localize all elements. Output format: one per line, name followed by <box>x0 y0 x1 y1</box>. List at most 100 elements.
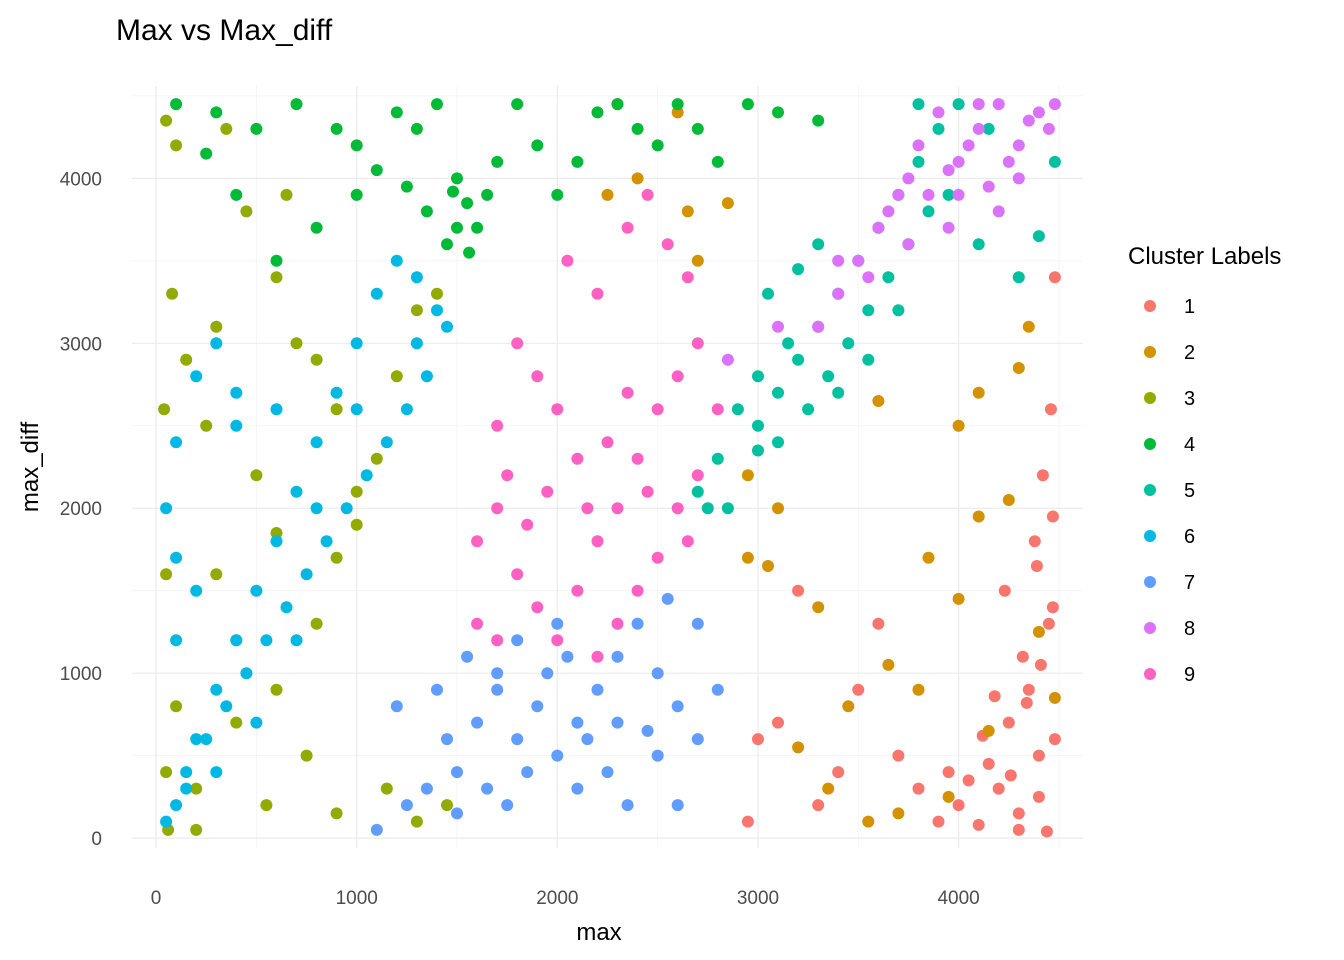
data-point-cluster-9 <box>581 502 594 515</box>
data-point-cluster-7 <box>491 667 504 680</box>
data-point-cluster-5 <box>1032 230 1045 243</box>
data-point-cluster-9 <box>521 518 534 531</box>
data-point-cluster-1 <box>1048 271 1061 284</box>
data-point-cluster-4 <box>310 221 323 234</box>
x-tick-label: 4000 <box>937 888 979 909</box>
data-point-cluster-5 <box>882 271 895 284</box>
data-point-cluster-7 <box>541 667 554 680</box>
legend-key-7 <box>1144 576 1156 588</box>
data-point-cluster-2 <box>691 254 704 267</box>
data-point-cluster-2 <box>862 815 875 828</box>
data-point-cluster-3 <box>230 716 243 729</box>
data-point-cluster-9 <box>471 535 484 548</box>
data-point-cluster-6 <box>280 601 293 614</box>
data-point-cluster-6 <box>330 386 343 399</box>
data-point-cluster-7 <box>451 766 463 779</box>
data-point-cluster-5 <box>731 403 744 416</box>
data-point-cluster-6 <box>230 419 243 432</box>
data-point-cluster-5 <box>912 155 925 168</box>
data-point-cluster-6 <box>350 403 363 416</box>
data-point-cluster-6 <box>410 271 423 284</box>
data-point-cluster-8 <box>721 353 734 366</box>
data-point-cluster-4 <box>390 106 403 119</box>
data-point-cluster-4 <box>210 106 223 119</box>
data-point-cluster-6 <box>210 337 223 350</box>
data-point-cluster-8 <box>962 139 975 152</box>
data-point-cluster-1 <box>1044 403 1057 416</box>
data-point-cluster-5 <box>691 485 704 498</box>
data-point-cluster-7 <box>651 749 664 762</box>
data-point-cluster-6 <box>340 502 353 515</box>
data-point-cluster-3 <box>270 527 283 539</box>
data-point-cluster-3 <box>250 469 263 482</box>
data-point-cluster-8 <box>982 180 995 193</box>
data-point-cluster-2 <box>741 469 754 482</box>
data-point-cluster-4 <box>431 98 443 111</box>
data-point-cluster-4 <box>531 139 544 152</box>
data-point-cluster-1 <box>812 799 825 812</box>
data-point-cluster-5 <box>982 122 995 135</box>
data-point-cluster-8 <box>922 188 935 201</box>
legend-key-6 <box>1144 530 1156 542</box>
y-axis-title: max_diff <box>17 422 44 513</box>
data-point-cluster-3 <box>310 617 323 630</box>
legend-label-7: 7 <box>1184 572 1195 594</box>
data-point-cluster-3 <box>380 782 393 795</box>
data-point-cluster-8 <box>1048 98 1061 111</box>
data-point-cluster-7 <box>591 683 604 696</box>
data-point-cluster-1 <box>1046 510 1059 523</box>
data-point-cluster-4 <box>420 205 433 218</box>
data-point-cluster-1 <box>1040 825 1053 838</box>
data-point-cluster-2 <box>882 658 895 671</box>
data-point-cluster-9 <box>501 469 514 482</box>
data-point-cluster-5 <box>711 452 724 465</box>
legend-label-6: 6 <box>1184 526 1195 548</box>
data-point-cluster-4 <box>691 122 704 135</box>
data-point-cluster-9 <box>631 584 644 597</box>
data-point-cluster-6 <box>190 733 203 746</box>
data-point-cluster-6 <box>250 584 263 597</box>
data-point-cluster-9 <box>531 370 544 383</box>
x-tick-label: 1000 <box>336 888 378 909</box>
data-point-cluster-7 <box>501 799 514 812</box>
data-point-cluster-8 <box>902 172 915 185</box>
data-point-cluster-5 <box>701 502 714 515</box>
data-point-cluster-9 <box>611 502 624 515</box>
data-point-cluster-4 <box>551 188 564 201</box>
data-point-cluster-2 <box>601 188 614 201</box>
legend-key-2 <box>1144 346 1156 358</box>
data-point-cluster-4 <box>571 155 584 168</box>
data-point-cluster-1 <box>988 690 1001 703</box>
data-point-cluster-8 <box>892 188 905 201</box>
data-point-cluster-6 <box>270 535 283 548</box>
data-point-cluster-7 <box>390 700 403 713</box>
data-point-cluster-2 <box>671 106 684 119</box>
data-point-cluster-7 <box>491 683 504 696</box>
data-point-cluster-5 <box>912 98 925 111</box>
data-point-cluster-9 <box>491 502 504 515</box>
data-point-cluster-1 <box>1012 807 1025 820</box>
data-point-cluster-7 <box>611 716 624 729</box>
data-point-cluster-3 <box>220 122 233 135</box>
data-points <box>158 98 1061 838</box>
y-axis-ticks: 0 1000 2000 3000 4000 <box>60 169 102 850</box>
data-point-cluster-9 <box>551 634 564 647</box>
data-point-cluster-7 <box>471 716 484 729</box>
data-point-cluster-4 <box>200 147 213 160</box>
data-point-cluster-1 <box>1032 749 1045 762</box>
data-point-cluster-8 <box>932 106 945 119</box>
data-point-cluster-7 <box>601 766 614 779</box>
y-tick-label: 0 <box>91 829 102 850</box>
data-point-cluster-9 <box>621 386 634 399</box>
data-point-cluster-9 <box>621 221 634 234</box>
data-point-cluster-4 <box>230 188 243 201</box>
data-point-cluster-3 <box>280 188 293 201</box>
data-point-cluster-4 <box>463 246 476 259</box>
data-point-cluster-6 <box>210 683 223 696</box>
data-point-cluster-4 <box>447 185 459 198</box>
data-point-cluster-3 <box>200 419 213 432</box>
data-point-cluster-9 <box>681 271 694 284</box>
data-point-cluster-7 <box>461 650 474 663</box>
data-point-cluster-1 <box>1048 733 1061 746</box>
data-point-cluster-4 <box>461 197 474 210</box>
